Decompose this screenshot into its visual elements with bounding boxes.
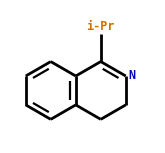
Text: i-Pr: i-Pr [86, 20, 115, 33]
Text: N: N [129, 69, 136, 82]
